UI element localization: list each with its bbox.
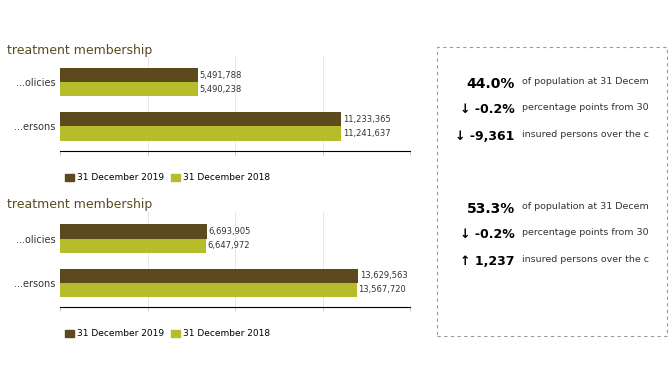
Bar <box>60 283 357 297</box>
Bar <box>60 224 207 238</box>
Text: 13,567,720: 13,567,720 <box>359 285 407 294</box>
Text: 44.0%: 44.0% <box>466 77 515 91</box>
Bar <box>60 269 358 283</box>
Text: ↓ -0.2%: ↓ -0.2% <box>460 228 515 241</box>
Text: 5,491,788: 5,491,788 <box>200 71 242 80</box>
Text: 13,629,563: 13,629,563 <box>360 271 408 280</box>
Text: treatment membership: treatment membership <box>7 44 152 57</box>
Text: 11,233,365: 11,233,365 <box>343 115 390 124</box>
Legend: 31 December 2019, 31 December 2018: 31 December 2019, 31 December 2018 <box>65 173 270 182</box>
Text: percentage points from 30: percentage points from 30 <box>522 228 648 237</box>
Bar <box>60 238 206 253</box>
Text: of population at 31 Decem: of population at 31 Decem <box>522 77 648 86</box>
Legend: 31 December 2019, 31 December 2018: 31 December 2019, 31 December 2018 <box>65 330 270 339</box>
Text: percentage points from 30: percentage points from 30 <box>522 103 648 112</box>
Text: 5,490,238: 5,490,238 <box>200 85 241 94</box>
Text: 6,647,972: 6,647,972 <box>208 241 250 250</box>
Text: insured persons over the c: insured persons over the c <box>522 255 649 264</box>
Bar <box>60 112 341 126</box>
Text: ↓ -9,361: ↓ -9,361 <box>456 130 515 143</box>
Text: ↓ -0.2%: ↓ -0.2% <box>460 103 515 116</box>
Bar <box>60 82 198 96</box>
Text: 11,241,637: 11,241,637 <box>343 129 390 138</box>
Text: netrics: netrics <box>3 12 85 32</box>
Text: 6,693,905: 6,693,905 <box>208 227 251 236</box>
Text: insured persons over the c: insured persons over the c <box>522 130 649 139</box>
Bar <box>60 126 341 141</box>
Text: 53.3%: 53.3% <box>466 202 515 216</box>
Text: of population at 31 Decem: of population at 31 Decem <box>522 202 648 211</box>
Text: ↑ 1,237: ↑ 1,237 <box>460 255 515 268</box>
Text: treatment membership: treatment membership <box>7 198 152 211</box>
Bar <box>60 68 198 82</box>
